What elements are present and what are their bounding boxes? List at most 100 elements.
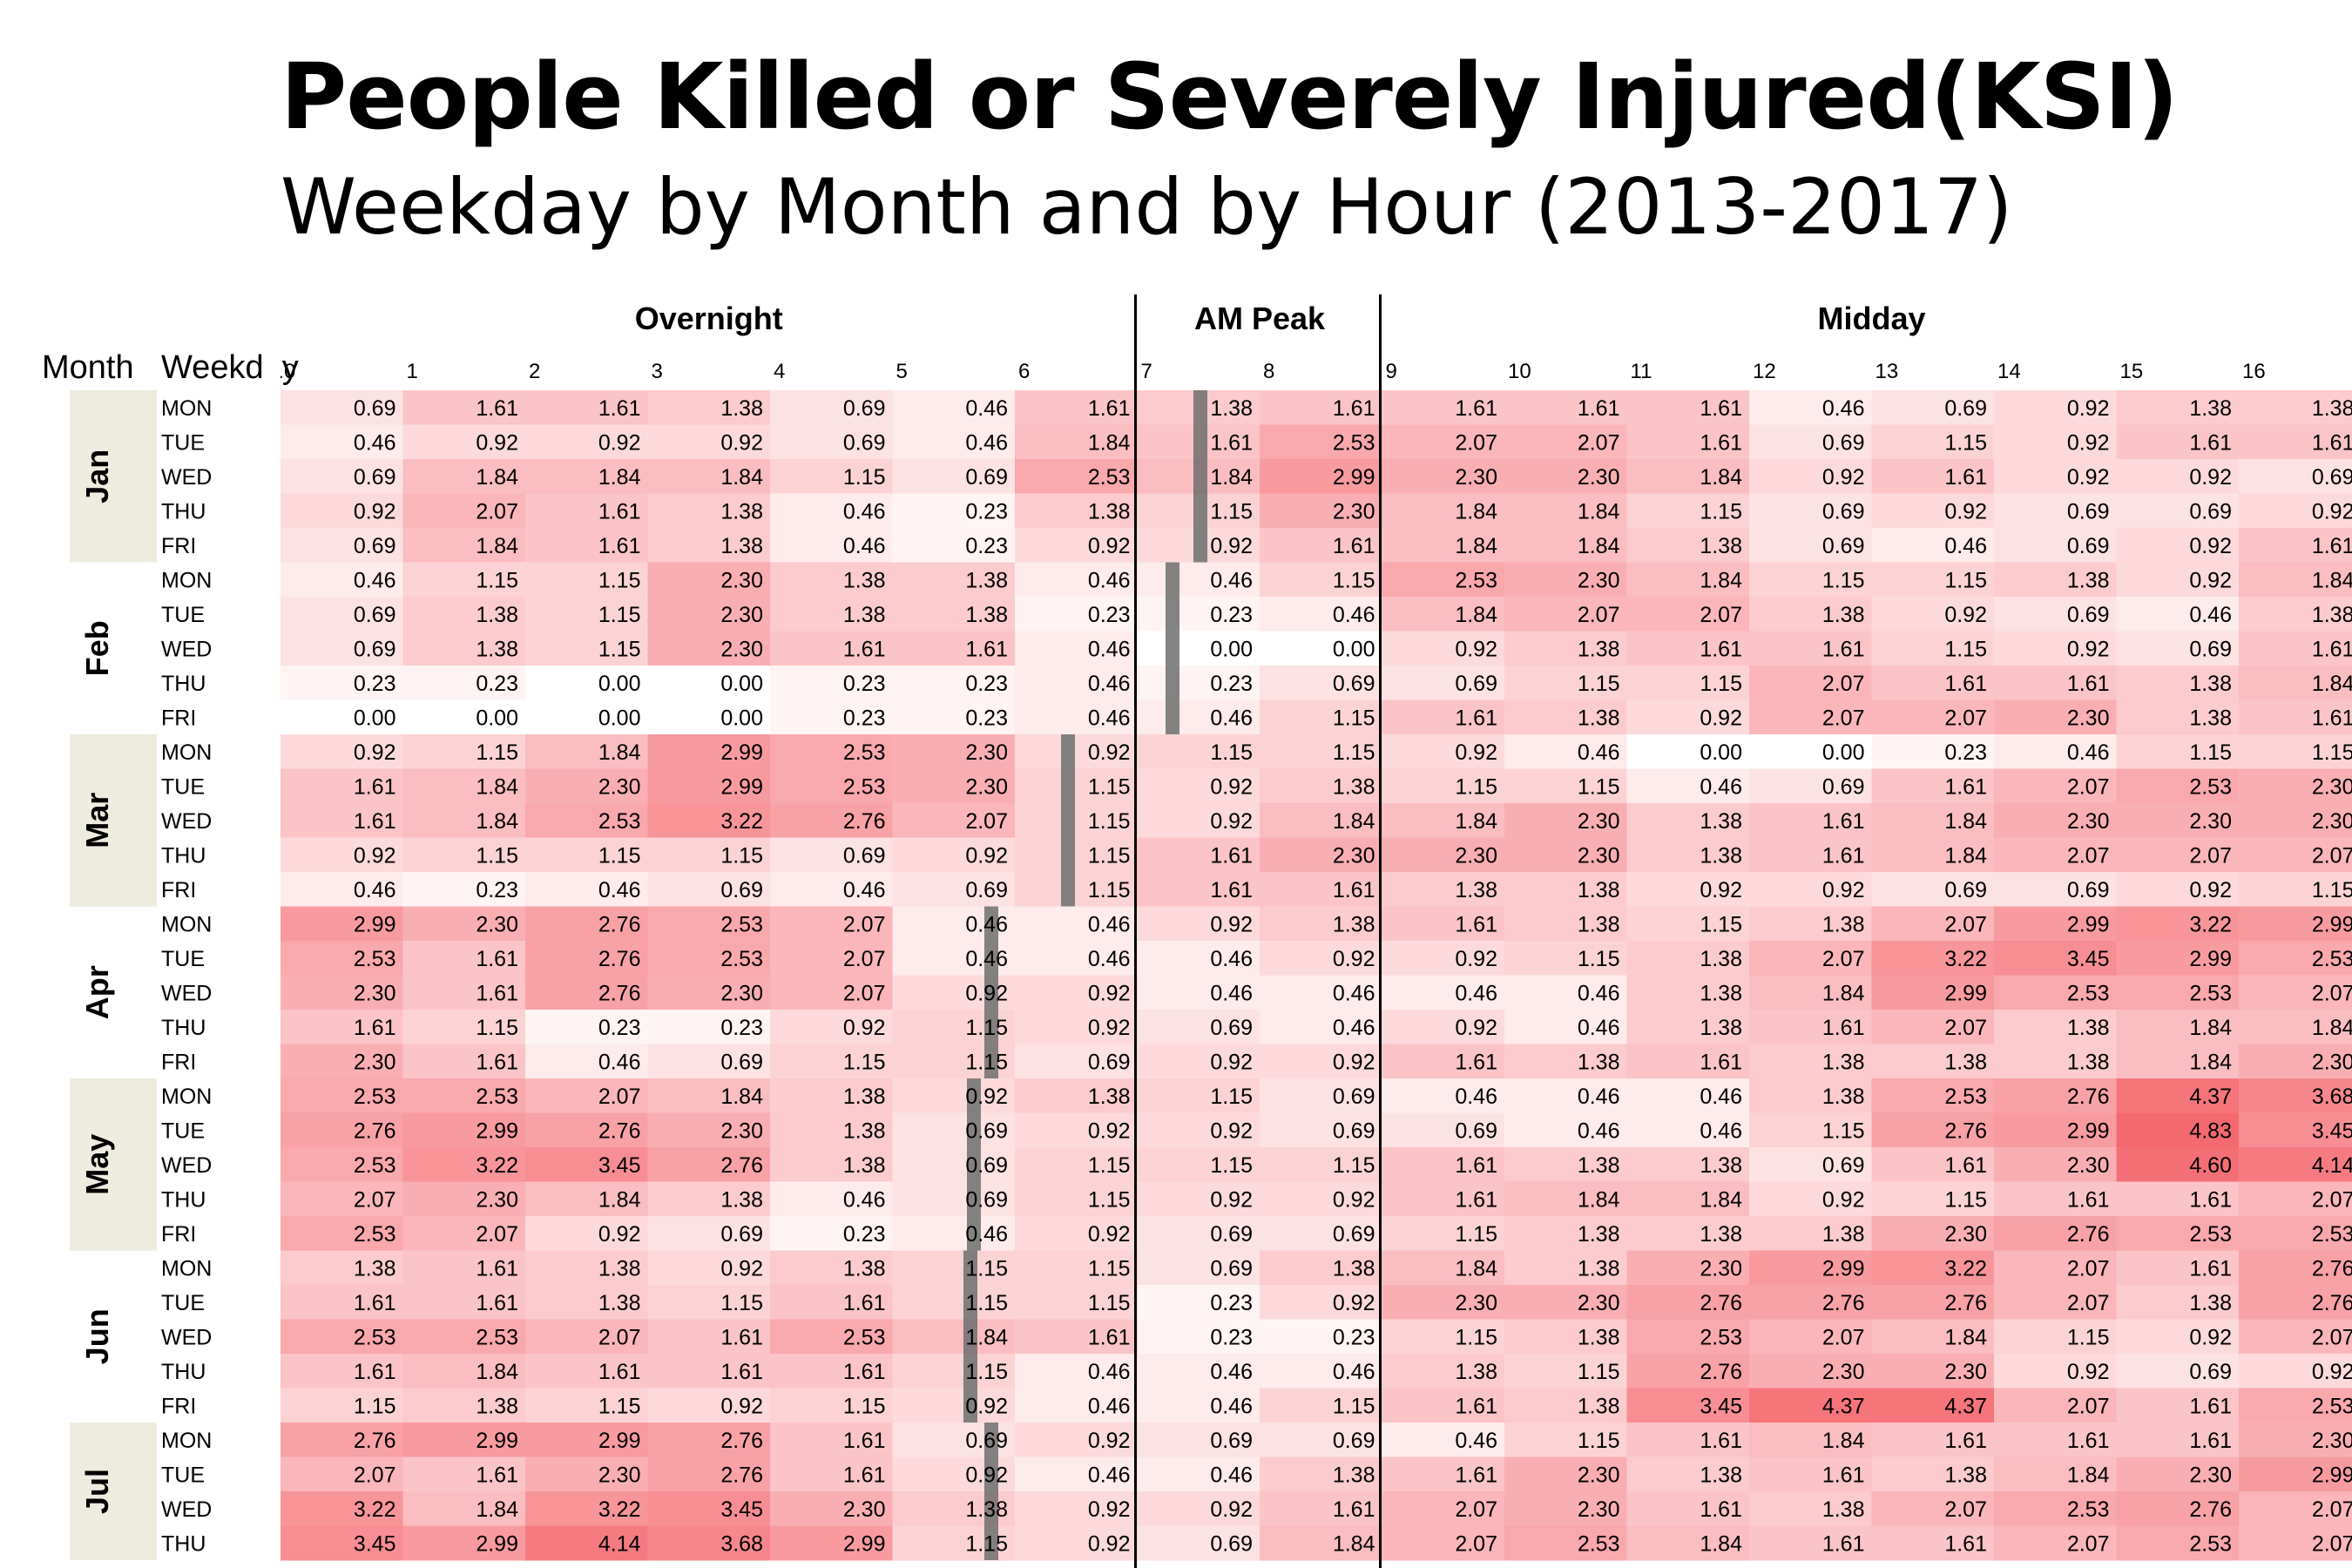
cell-value-label: 1.15	[1088, 774, 1131, 799]
cell-value-label: 0.92	[354, 740, 396, 765]
cell-value-label: 2.30	[2312, 1050, 2352, 1074]
heatmap-cell	[1382, 975, 1505, 1010]
heatmap-cell	[892, 1147, 1016, 1182]
heatmap-cell	[1626, 1010, 1750, 1044]
cell-value-label: 0.69	[843, 430, 886, 455]
heatmap-cell	[2116, 1147, 2240, 1182]
heatmap-cell	[770, 1525, 893, 1561]
heatmap-cell	[770, 734, 893, 769]
heatmap-cell	[402, 666, 526, 700]
heatmap-cell	[1749, 1319, 1872, 1355]
cell-value-label: 1.38	[843, 603, 886, 627]
heatmap-cell	[1749, 1354, 1872, 1389]
cell-value-label: 2.30	[965, 774, 1008, 799]
heatmap-cell	[2116, 700, 2240, 735]
heatmap-cell	[1504, 1319, 1627, 1355]
heatmap-cell	[1749, 1216, 1872, 1251]
cell-value-label: 1.38	[2312, 603, 2352, 627]
heatmap-cell	[2239, 1525, 2352, 1561]
cell-value-label: 1.61	[720, 1360, 763, 1384]
heatmap-cell	[1994, 390, 2117, 425]
heatmap-cell	[1504, 1010, 1627, 1044]
heatmap-cell	[280, 1319, 403, 1355]
cell-value-label: 1.15	[1088, 809, 1131, 834]
heatmap-cell	[525, 1250, 648, 1286]
cell-value-label: 1.15	[965, 1256, 1008, 1281]
month-band	[70, 1423, 157, 1560]
cell-value-label: 0.23	[843, 672, 886, 696]
cell-value-label: 0.23	[354, 672, 396, 696]
cell-value-label: 2.53	[2067, 981, 2110, 1005]
cell-value-label: 1.38	[1578, 706, 1620, 730]
cell-value-label: 1.15	[2312, 878, 2352, 902]
heatmap-cell	[1749, 562, 1872, 598]
heatmap-cell	[647, 1285, 771, 1320]
cell-value-label: 2.99	[354, 912, 396, 936]
heatmap-cell	[402, 631, 526, 666]
cell-value-label: 2.53	[354, 1153, 396, 1178]
cell-value-label: 3.22	[1944, 947, 1987, 971]
cell-value-label: 1.15	[1333, 740, 1375, 765]
heatmap-cell	[1626, 666, 1750, 700]
weekday-label: WED	[161, 809, 212, 834]
heatmap-cell	[1871, 1456, 1995, 1492]
heatmap-cell	[2239, 528, 2352, 563]
heatmap-cell	[280, 1423, 403, 1457]
month-label: Jan	[79, 449, 115, 504]
heatmap-cell	[1015, 1181, 1138, 1217]
hour-tick-label: 16	[2242, 360, 2266, 383]
cell-value-label: 1.38	[1578, 1222, 1620, 1247]
cell-value-label: 0.69	[354, 396, 396, 421]
heatmap-cell	[770, 562, 893, 598]
cell-value-label: 0.00	[1822, 740, 1865, 765]
hour-tick-label: 3	[652, 360, 663, 383]
cell-value-label: 2.99	[720, 774, 763, 799]
heatmap-cell	[1382, 1319, 1505, 1355]
cell-value-label: 0.46	[1088, 1360, 1131, 1384]
cell-value-label: 0.46	[1210, 706, 1253, 730]
heatmap-cell	[770, 1354, 893, 1389]
cell-value-label: 0.92	[1455, 740, 1497, 765]
heatmap-cell	[1994, 1250, 2117, 1286]
cell-value-label: 0.69	[1210, 1429, 1253, 1453]
cell-value-label: 2.07	[598, 1085, 641, 1109]
cell-value-label: 2.07	[843, 912, 886, 936]
heatmap-cell	[1382, 941, 1505, 976]
heatmap-cell	[1994, 803, 2117, 838]
cell-value-label: 1.15	[598, 1394, 641, 1418]
cell-value-label: 1.15	[598, 843, 641, 868]
heatmap-cell	[1749, 941, 1872, 976]
heatmap-cell	[1260, 424, 1382, 460]
heatmap-cell	[1994, 1078, 2117, 1113]
heatmap-cell	[1749, 1112, 1872, 1148]
heatmap-cell	[770, 1456, 893, 1492]
heatmap-cell	[280, 1112, 403, 1148]
heatmap-cell	[1626, 1181, 1750, 1217]
cell-value-label: 1.61	[1210, 430, 1253, 455]
heatmap-cell	[525, 1285, 648, 1320]
heatmap-cell	[2116, 597, 2240, 632]
cell-value-label: 1.61	[1700, 1050, 1742, 1074]
cell-value-label: 0.69	[1822, 1153, 1865, 1178]
cell-value-label: 1.61	[2067, 1429, 2110, 1453]
cell-value-label: 0.00	[1333, 637, 1375, 661]
heatmap-cell	[1260, 803, 1382, 838]
cell-value-label: 2.53	[843, 774, 886, 799]
cell-value-label: 2.53	[843, 740, 886, 765]
heatmap-cell	[647, 1250, 771, 1286]
heatmap-cell	[402, 872, 526, 907]
heatmap-cell	[2116, 906, 2240, 942]
cell-value-label: 2.30	[1822, 1360, 1865, 1384]
cell-value-label: 1.84	[476, 534, 518, 558]
cell-value-label: 2.07	[1944, 1497, 1987, 1522]
heatmap-cell	[1382, 424, 1505, 460]
heatmap-cell	[1626, 1319, 1750, 1355]
heatmap-cell	[2239, 906, 2352, 942]
heatmap-cell	[1015, 1285, 1138, 1320]
weekday-label: MON	[161, 1429, 212, 1453]
heatmap-cell	[1382, 1044, 1505, 1079]
heatmap-cell	[1871, 1044, 1995, 1079]
heatmap-cell	[280, 597, 403, 632]
heatmap-cell	[1749, 631, 1872, 666]
cell-value-label: 2.07	[1944, 1016, 1987, 1040]
